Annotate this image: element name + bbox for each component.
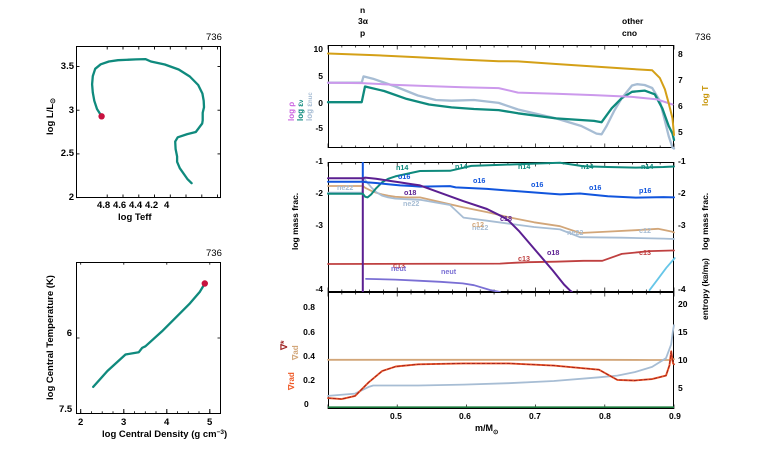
svg-text:neut: neut	[391, 264, 407, 273]
svg-text:n14: n14	[641, 162, 653, 171]
svg-text:o16: o16	[473, 176, 485, 185]
svg-text:o16: o16	[531, 180, 543, 189]
svg-text:o16: o16	[589, 183, 601, 192]
svg-text:c13: c13	[518, 254, 530, 263]
svg-text:n14: n14	[581, 162, 593, 171]
svg-text:c12: c12	[639, 226, 651, 235]
svg-text:c18: c18	[500, 214, 512, 223]
svg-text:ne22: ne22	[403, 199, 419, 208]
svg-text:p16: p16	[639, 186, 651, 195]
svg-text:o18: o18	[547, 248, 559, 257]
svg-text:c13: c13	[639, 248, 651, 257]
svg-text:neut: neut	[441, 267, 457, 276]
svg-text:n14: n14	[396, 163, 408, 172]
svg-text:n14: n14	[518, 162, 530, 171]
svg-text:c12: c12	[472, 220, 484, 229]
svg-text:ne22: ne22	[567, 228, 583, 237]
svg-text:ne22: ne22	[337, 183, 353, 192]
svg-text:o16: o16	[398, 172, 410, 181]
svg-text:n14: n14	[455, 162, 467, 171]
svg-text:o18: o18	[404, 188, 416, 197]
